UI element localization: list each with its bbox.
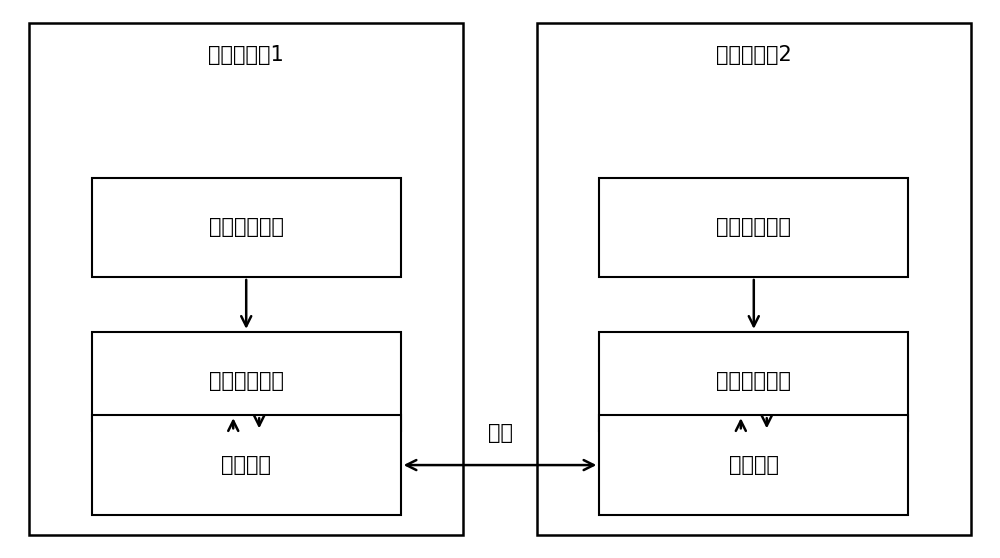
Bar: [92, 332, 401, 431]
Text: 关键节点信息: 关键节点信息: [209, 217, 284, 237]
Text: 关键节点信息: 关键节点信息: [716, 217, 791, 237]
Bar: [599, 332, 908, 431]
Text: 角色管理服务: 角色管理服务: [209, 372, 284, 392]
Text: 监控服务器1: 监控服务器1: [208, 45, 284, 65]
Text: 角色管理服务: 角色管理服务: [716, 372, 791, 392]
Bar: [599, 415, 908, 515]
Text: 监控服务器2: 监控服务器2: [716, 45, 792, 65]
Bar: [92, 415, 401, 515]
Text: 消息服务: 消息服务: [221, 455, 271, 475]
Text: 消息服务: 消息服务: [729, 455, 779, 475]
Bar: [537, 23, 971, 535]
Bar: [29, 23, 463, 535]
Bar: [92, 177, 401, 277]
Text: 协商: 协商: [488, 423, 512, 443]
Bar: [599, 177, 908, 277]
